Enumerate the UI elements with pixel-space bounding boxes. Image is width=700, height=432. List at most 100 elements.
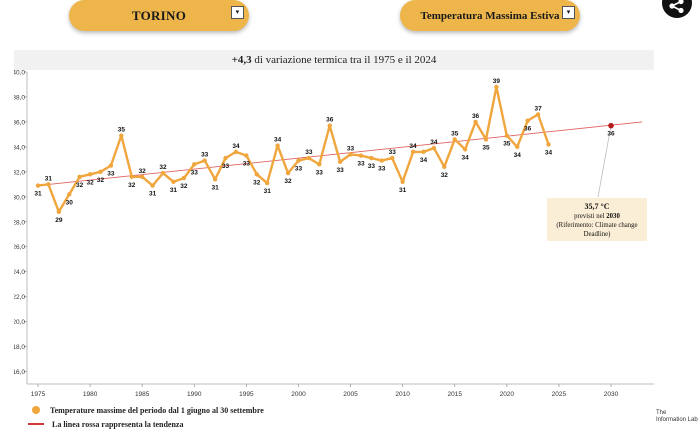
data-point bbox=[129, 174, 134, 180]
data-label: 32 bbox=[253, 179, 261, 186]
data-point bbox=[410, 149, 416, 155]
data-point bbox=[67, 192, 72, 197]
data-point bbox=[35, 183, 41, 188]
chart-title: +4,3 di variazione termica tra il 1975 e… bbox=[14, 50, 654, 70]
data-point bbox=[525, 118, 530, 123]
data-point bbox=[348, 152, 353, 157]
data-point bbox=[212, 177, 218, 182]
data-point bbox=[296, 158, 301, 163]
data-label: 33 bbox=[191, 169, 199, 176]
forecast-label: 36 bbox=[607, 131, 615, 138]
data-label: 31 bbox=[149, 191, 157, 198]
data-point bbox=[87, 172, 93, 177]
series-line bbox=[37, 85, 550, 214]
data-point bbox=[462, 147, 468, 152]
x-tick-label: 1990 bbox=[187, 391, 202, 398]
chart-title-text: di variazione termica tra il 1975 e il 2… bbox=[251, 54, 437, 66]
data-point bbox=[285, 170, 291, 176]
data-label: 35 bbox=[118, 127, 126, 134]
chart-title-value: +4,3 bbox=[231, 54, 252, 66]
data-label: 32 bbox=[139, 168, 147, 175]
share-icon bbox=[669, 0, 684, 13]
data-point bbox=[98, 169, 103, 175]
forecast-point bbox=[608, 122, 614, 129]
annotation-box bbox=[547, 198, 647, 241]
chevron-down-icon[interactable]: ▾ bbox=[231, 6, 244, 19]
x-tick-label: 2015 bbox=[447, 391, 462, 398]
data-label: 33 bbox=[368, 163, 376, 170]
data-label: 33 bbox=[389, 149, 397, 156]
data-point bbox=[56, 209, 62, 214]
data-label: 29 bbox=[55, 217, 63, 224]
data-label: 37 bbox=[534, 105, 542, 112]
y-tick-label: 30,0 bbox=[14, 194, 25, 201]
data-label: 34 bbox=[430, 139, 438, 146]
data-point bbox=[494, 84, 499, 90]
legend-dot-icon bbox=[32, 406, 40, 414]
data-label: 31 bbox=[264, 188, 272, 195]
trend-line bbox=[37, 121, 643, 187]
chevron-down-icon[interactable]: ▾ bbox=[562, 6, 575, 19]
x-tick-label: 2030 bbox=[604, 391, 619, 398]
data-point bbox=[504, 133, 510, 138]
data-label: 32 bbox=[76, 182, 84, 189]
y-tick-label: 26,0 bbox=[14, 244, 25, 251]
data-label: 39 bbox=[493, 78, 501, 85]
data-label: 34 bbox=[420, 157, 428, 164]
city-dropdown[interactable]: TORINO ▾ bbox=[69, 0, 249, 31]
x-tick-label: 1985 bbox=[135, 391, 150, 398]
data-point bbox=[515, 144, 520, 150]
x-tick-label: 1995 bbox=[239, 391, 254, 398]
data-label: 32 bbox=[97, 177, 105, 184]
data-label: 34 bbox=[514, 152, 522, 159]
metric-dropdown[interactable]: Temperatura Massima Estiva ▾ bbox=[400, 0, 580, 31]
data-point bbox=[202, 158, 207, 163]
legend-trend-label: La linea rossa rappresenta la tendenza bbox=[52, 419, 184, 429]
data-label: 32 bbox=[284, 178, 292, 185]
data-label: 33 bbox=[201, 152, 209, 159]
data-label: 30 bbox=[66, 199, 74, 206]
brand-name: Information Lab bbox=[656, 417, 698, 423]
share-button[interactable] bbox=[662, 0, 692, 18]
data-label: 33 bbox=[337, 167, 345, 174]
annotation-line1-prefix: previsti nel bbox=[574, 213, 606, 220]
annotation-connector bbox=[597, 125, 612, 198]
y-tick-label: 28,0 bbox=[14, 219, 25, 226]
data-point bbox=[473, 119, 478, 125]
data-point bbox=[390, 155, 395, 161]
x-tick-label: 2005 bbox=[343, 391, 358, 398]
annotation-line1-year: 2030 bbox=[606, 213, 620, 220]
data-point bbox=[275, 143, 280, 148]
legend-series-label: Temperature massime del periodo dal 1 gi… bbox=[50, 405, 264, 415]
annotation-value: 35,7 °C bbox=[585, 202, 610, 211]
data-label: 33 bbox=[222, 163, 230, 170]
data-point bbox=[535, 112, 541, 117]
data-label: 31 bbox=[211, 184, 219, 191]
x-tick-label: 2000 bbox=[291, 391, 306, 398]
data-label: 34 bbox=[409, 143, 417, 150]
x-tick-label: 2020 bbox=[500, 391, 515, 398]
data-label: 32 bbox=[159, 164, 167, 171]
x-tick-label: 2025 bbox=[552, 391, 567, 398]
city-dropdown-label: TORINO bbox=[131, 7, 187, 23]
data-point bbox=[442, 164, 447, 170]
brand-logo: The Information Lab bbox=[656, 410, 700, 424]
data-label: 34 bbox=[462, 154, 470, 161]
y-tick-label: 38,0 bbox=[14, 94, 25, 101]
data-point bbox=[77, 174, 82, 180]
y-tick-label: 36,0 bbox=[14, 119, 25, 126]
annotation-line3: Deadline) bbox=[584, 231, 611, 238]
y-tick-label: 22,0 bbox=[14, 294, 25, 301]
data-point bbox=[254, 172, 259, 177]
data-point bbox=[223, 155, 228, 161]
data-label: 33 bbox=[378, 166, 386, 173]
data-label: 32 bbox=[180, 183, 188, 190]
data-label: 31 bbox=[45, 175, 53, 182]
data-label: 33 bbox=[243, 161, 251, 168]
data-label: 33 bbox=[347, 145, 355, 152]
data-label: 31 bbox=[399, 187, 407, 194]
data-point bbox=[233, 149, 239, 155]
data-point bbox=[160, 170, 166, 176]
data-label: 32 bbox=[86, 179, 94, 186]
data-point bbox=[119, 133, 124, 138]
